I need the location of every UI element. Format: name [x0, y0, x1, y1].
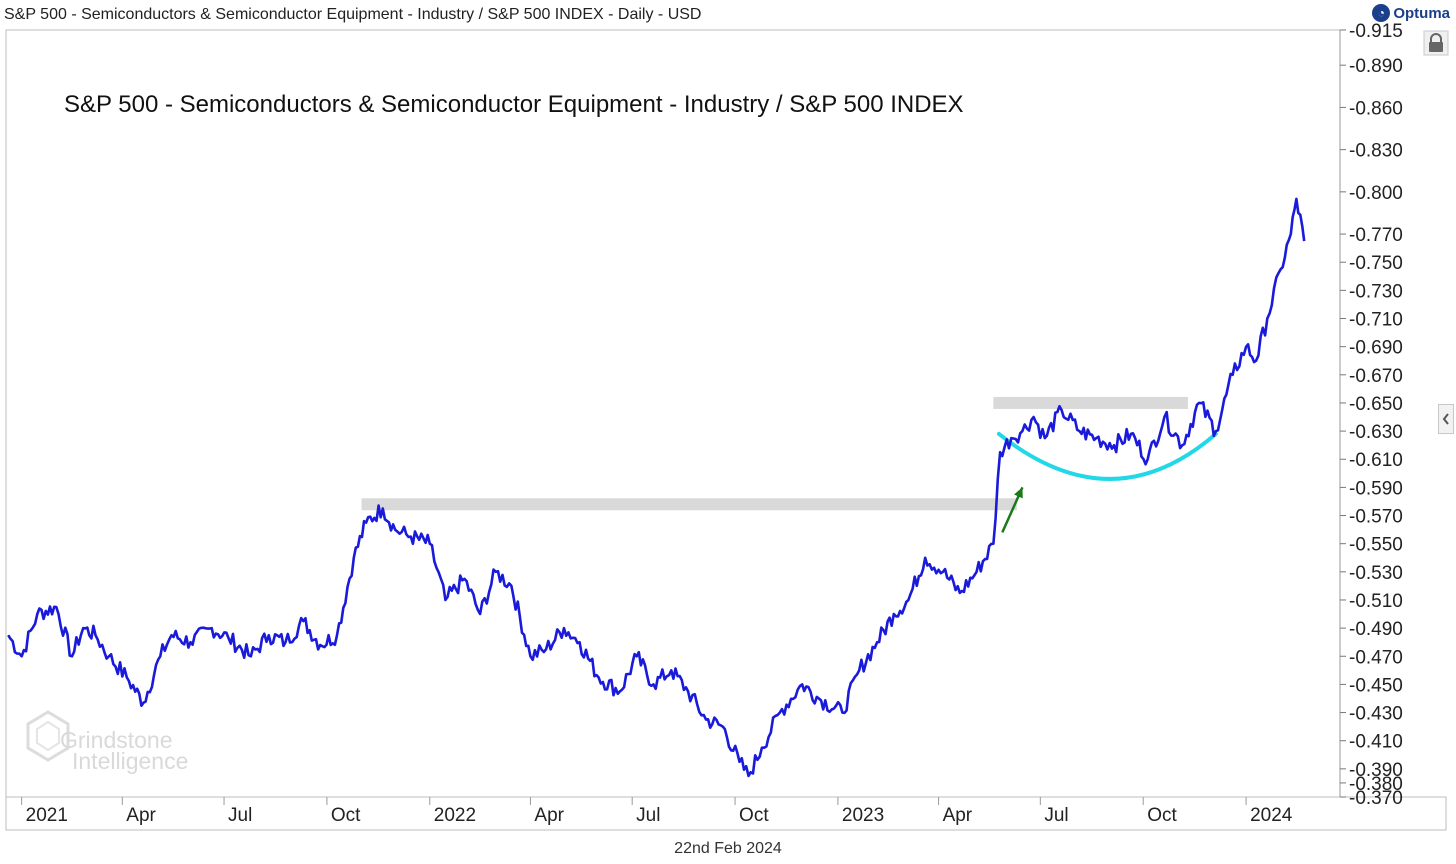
y-tick-label-3: -0.410 — [1349, 732, 1403, 753]
y-tick-label-6: -0.470 — [1349, 647, 1403, 668]
y-tick-label-0: -0.370 — [1349, 788, 1403, 809]
y-tick-label-9: -0.530 — [1349, 563, 1403, 584]
brand[interactable]: ◔ Optuma — [1372, 4, 1450, 22]
x-tick-label-9: Apr — [943, 805, 973, 826]
watermark-line2: Intelligence — [72, 748, 188, 774]
y-tick-label-12: -0.590 — [1349, 478, 1403, 499]
y-tick-label-24: -0.860 — [1349, 98, 1403, 119]
y-tick-label-21: -0.770 — [1349, 225, 1403, 246]
arrow-head — [1014, 487, 1023, 499]
x-tick-label-11: Oct — [1147, 805, 1177, 826]
y-tick-label-13: -0.610 — [1349, 450, 1403, 471]
x-tick-label-12: 2024 — [1250, 805, 1293, 826]
y-tick-label-5: -0.450 — [1349, 675, 1403, 696]
header-bar: S&P 500 - Semiconductors & Semiconductor… — [0, 0, 1456, 30]
x-axis-frame — [5, 796, 1447, 831]
y-tick-label-8: -0.510 — [1349, 591, 1403, 612]
resistance-band-0 — [361, 498, 1017, 511]
x-tick-label-8: 2023 — [842, 805, 884, 826]
x-tick-label-1: Apr — [126, 805, 156, 826]
cup-arc-annotation — [996, 431, 1218, 481]
y-tick-label-16: -0.670 — [1349, 366, 1403, 387]
chart-header-title: S&P 500 - Semiconductors & Semiconductor… — [4, 6, 702, 23]
watermark-line1: Grindstone — [60, 727, 173, 753]
y-tick-label-1: -0.380 — [1349, 774, 1403, 795]
y-tick-label-26: -0.915 — [1349, 21, 1403, 42]
x-tick-label-10: Jul — [1044, 805, 1068, 826]
y-tick-label-20: -0.750 — [1349, 253, 1403, 274]
y-tick-label-2: -0.390 — [1349, 760, 1403, 781]
series-line-0 — [7, 197, 1306, 778]
plot-frame — [5, 29, 1341, 798]
y-tick-label-10: -0.550 — [1349, 535, 1403, 556]
y-tick-label-25: -0.890 — [1349, 56, 1403, 77]
chevron-left-icon[interactable] — [1438, 404, 1454, 434]
resistance-band-1 — [993, 396, 1188, 409]
x-tick-label-3: Oct — [331, 805, 361, 826]
y-tick-label-19: -0.730 — [1349, 281, 1403, 302]
optuma-logo-icon: ◔ — [1372, 4, 1391, 22]
y-tick-label-22: -0.800 — [1349, 183, 1403, 204]
watermark-logo-icon — [26, 710, 70, 762]
y-tick-label-15: -0.650 — [1349, 394, 1403, 415]
x-tick-label-4: 2022 — [434, 805, 476, 826]
y-tick-label-4: -0.430 — [1349, 704, 1403, 725]
x-tick-label-6: Jul — [636, 805, 660, 826]
lock-icon[interactable] — [1423, 30, 1449, 56]
y-tick-label-23: -0.830 — [1349, 141, 1403, 162]
y-tick-label-14: -0.630 — [1349, 422, 1403, 443]
watermark-logo-inner — [36, 720, 60, 752]
x-tick-label-2: Jul — [228, 805, 252, 826]
y-tick-label-17: -0.690 — [1349, 338, 1403, 359]
y-tick-label-11: -0.570 — [1349, 507, 1403, 528]
brand-name: Optuma — [1393, 4, 1450, 22]
y-tick-label-18: -0.710 — [1349, 310, 1403, 331]
footer-date: 22nd Feb 2024 — [674, 840, 782, 857]
chart-title: S&P 500 - Semiconductors & Semiconductor… — [64, 91, 964, 118]
x-tick-label-7: Oct — [739, 805, 769, 826]
y-tick-label-7: -0.490 — [1349, 619, 1403, 640]
x-tick-label-0: 2021 — [26, 805, 68, 826]
x-tick-label-5: Apr — [534, 805, 564, 826]
